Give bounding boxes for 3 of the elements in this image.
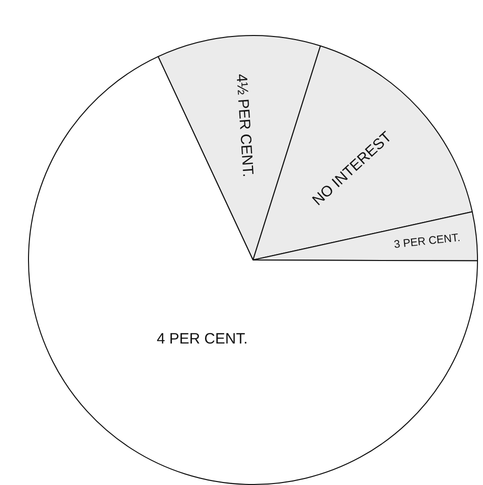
slice-label: 4½ PER CENT. <box>232 73 256 178</box>
slice-label: 4 PER CENT. <box>156 330 248 348</box>
slice-label: 3 PER CENT. <box>393 232 461 251</box>
